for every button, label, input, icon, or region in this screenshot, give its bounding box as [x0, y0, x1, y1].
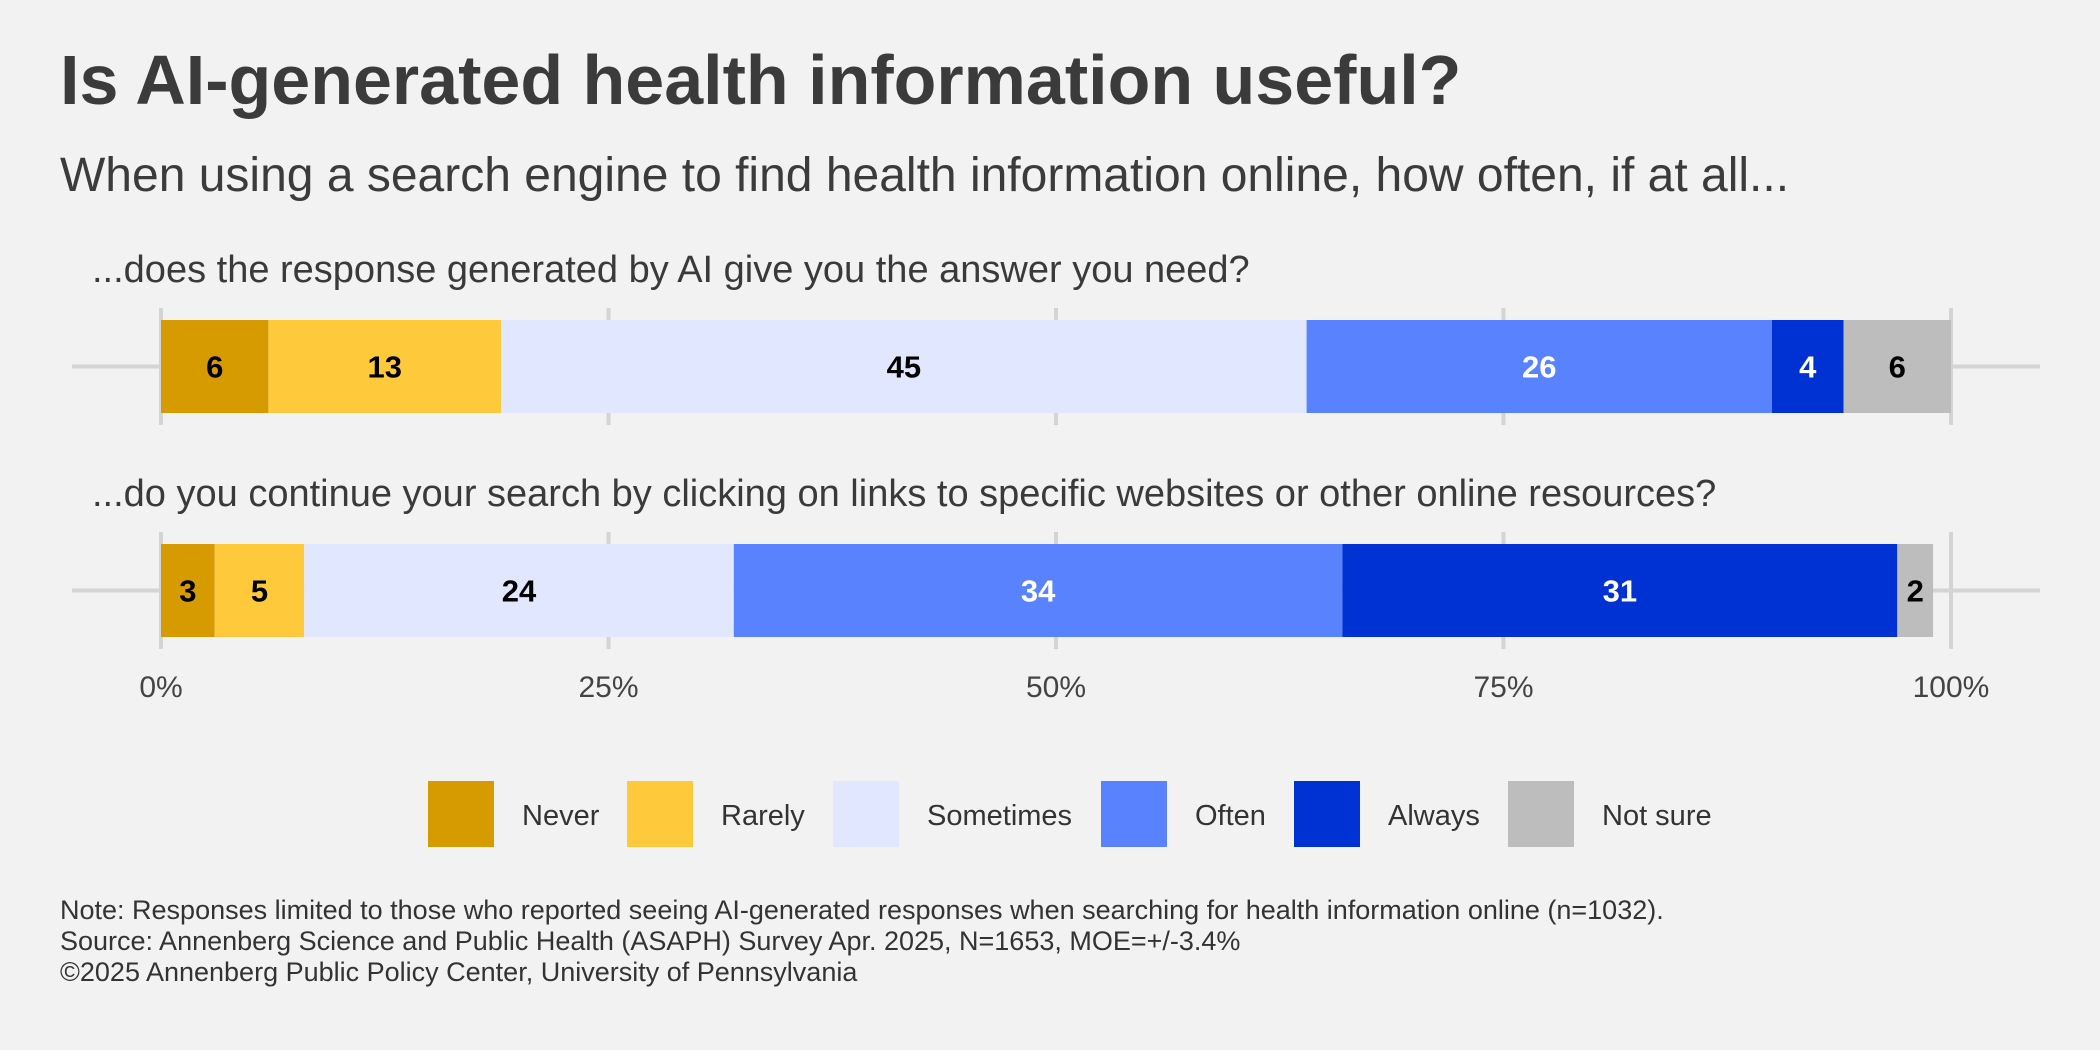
- data-label: 45: [887, 350, 921, 385]
- data-label: 6: [206, 350, 223, 385]
- legend-label: Rarely: [721, 800, 805, 832]
- bar-segment: [733, 544, 1343, 637]
- source-line: Source: Annenberg Science and Public Hea…: [60, 926, 1241, 956]
- bar-segment: [1306, 320, 1772, 413]
- bar-segment: [1843, 320, 1951, 413]
- data-label: 31: [1603, 574, 1637, 609]
- bar-segment: [214, 544, 305, 637]
- data-label: 24: [502, 574, 537, 609]
- copyright-line: ©2025 Annenberg Public Policy Center, Un…: [60, 957, 858, 987]
- bar-segment: [268, 320, 502, 413]
- data-label: 26: [1522, 350, 1556, 385]
- bar-segment: [1342, 544, 1898, 637]
- bar-segment: [1897, 544, 1934, 637]
- chart-subtitle: When using a search engine to find healt…: [60, 149, 1790, 202]
- category-label: ...do you continue your search by clicki…: [92, 473, 1716, 515]
- legend-swatch: [833, 781, 899, 847]
- legend-label: Not sure: [1602, 800, 1712, 832]
- bar-segment: [1772, 320, 1844, 413]
- legend-swatch: [627, 781, 693, 847]
- legend-swatch: [1101, 781, 1167, 847]
- legend-label: Never: [522, 800, 600, 832]
- bar-segment: [501, 320, 1307, 413]
- chart-notes: Note: Responses limited to those who rep…: [60, 895, 1664, 988]
- legend-label: Often: [1195, 800, 1266, 832]
- data-label: 34: [1021, 574, 1056, 609]
- legend-swatch: [428, 781, 494, 847]
- data-label: 5: [251, 574, 268, 609]
- data-label: 6: [1889, 350, 1906, 385]
- bar-segment: [161, 320, 269, 413]
- note-line: Note: Responses limited to those who rep…: [60, 895, 1664, 925]
- bar-segment: [161, 544, 215, 637]
- data-label: 4: [1799, 350, 1817, 385]
- chart-title: Is AI-generated health information usefu…: [60, 41, 1462, 119]
- legend-label: Always: [1388, 800, 1480, 832]
- x-tick-label: 50%: [1026, 671, 1086, 704]
- legend-swatch: [1294, 781, 1360, 847]
- legend-swatch: [1508, 781, 1574, 847]
- x-tick-label: 25%: [578, 671, 638, 704]
- x-tick-label: 75%: [1473, 671, 1533, 704]
- data-label: 3: [179, 574, 196, 609]
- x-tick-label: 0%: [139, 671, 182, 704]
- x-tick-label: 100%: [1913, 671, 1990, 704]
- legend-label: Sometimes: [927, 800, 1072, 832]
- data-label: 2: [1907, 574, 1924, 609]
- bar-segment: [304, 544, 734, 637]
- data-label: 13: [368, 350, 402, 385]
- category-label: ...does the response generated by AI giv…: [92, 249, 1250, 291]
